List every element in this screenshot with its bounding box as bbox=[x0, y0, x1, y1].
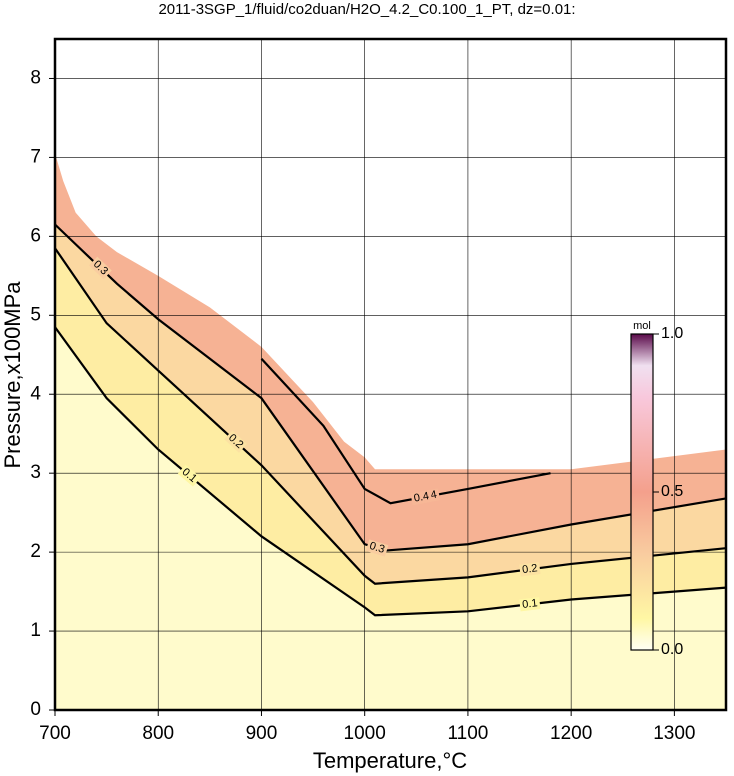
x-tick-label: 700 bbox=[39, 723, 71, 744]
contour-label-bg bbox=[519, 562, 541, 577]
contour-label-bg bbox=[177, 464, 201, 487]
contour-label-bg bbox=[410, 489, 433, 506]
colorbar-tick-label: 1.0 bbox=[661, 325, 683, 342]
chart-title: 2011-3SGP_1/fluid/co2duan/H2O_4.2_C0.100… bbox=[158, 1, 575, 18]
y-tick-label: 1 bbox=[30, 620, 41, 641]
contour-label-bg bbox=[89, 256, 112, 280]
y-tick-label: 3 bbox=[30, 462, 41, 483]
contour-band bbox=[55, 327, 726, 710]
contour-label: 0.4 bbox=[413, 490, 430, 505]
colorbar-tick-label: 0.0 bbox=[661, 641, 683, 658]
colorbar-tick-label: 0.5 bbox=[661, 483, 683, 500]
contour-line bbox=[260, 357, 551, 505]
y-tick-label: 7 bbox=[30, 146, 41, 167]
y-tick-label: 8 bbox=[30, 67, 41, 88]
y-tick-label: 6 bbox=[30, 225, 41, 246]
y-tick-label: 0 bbox=[30, 699, 41, 720]
plot-area: 0.40.40.30.30.20.20.10.1 bbox=[54, 39, 727, 711]
x-tick-label: 1300 bbox=[653, 723, 695, 744]
x-tick-label: 1200 bbox=[550, 723, 592, 744]
y-tick-label: 2 bbox=[30, 541, 41, 562]
contour-label-bg bbox=[365, 539, 389, 557]
colorbar-label: mol bbox=[633, 320, 651, 332]
x-tick-label: 1000 bbox=[344, 723, 386, 744]
y-axis-title: Pressure,x100MPa bbox=[0, 281, 25, 469]
contour-label: 0.2 bbox=[521, 562, 538, 576]
x-tick-label: 800 bbox=[142, 723, 174, 744]
colorbar bbox=[630, 333, 654, 651]
x-tick-label: 900 bbox=[246, 723, 278, 744]
y-tick-label: 5 bbox=[30, 304, 41, 325]
y-tick-label: 4 bbox=[30, 383, 41, 404]
x-axis-title: Temperature,°C bbox=[313, 748, 467, 773]
contour-label: 0.3 bbox=[368, 540, 386, 556]
contour-label-bg bbox=[224, 430, 248, 453]
plot-frame bbox=[53, 37, 728, 712]
contour-label: 0.1 bbox=[522, 597, 539, 611]
contour-label-bg bbox=[519, 597, 541, 612]
x-tick-label: 1100 bbox=[447, 723, 488, 744]
